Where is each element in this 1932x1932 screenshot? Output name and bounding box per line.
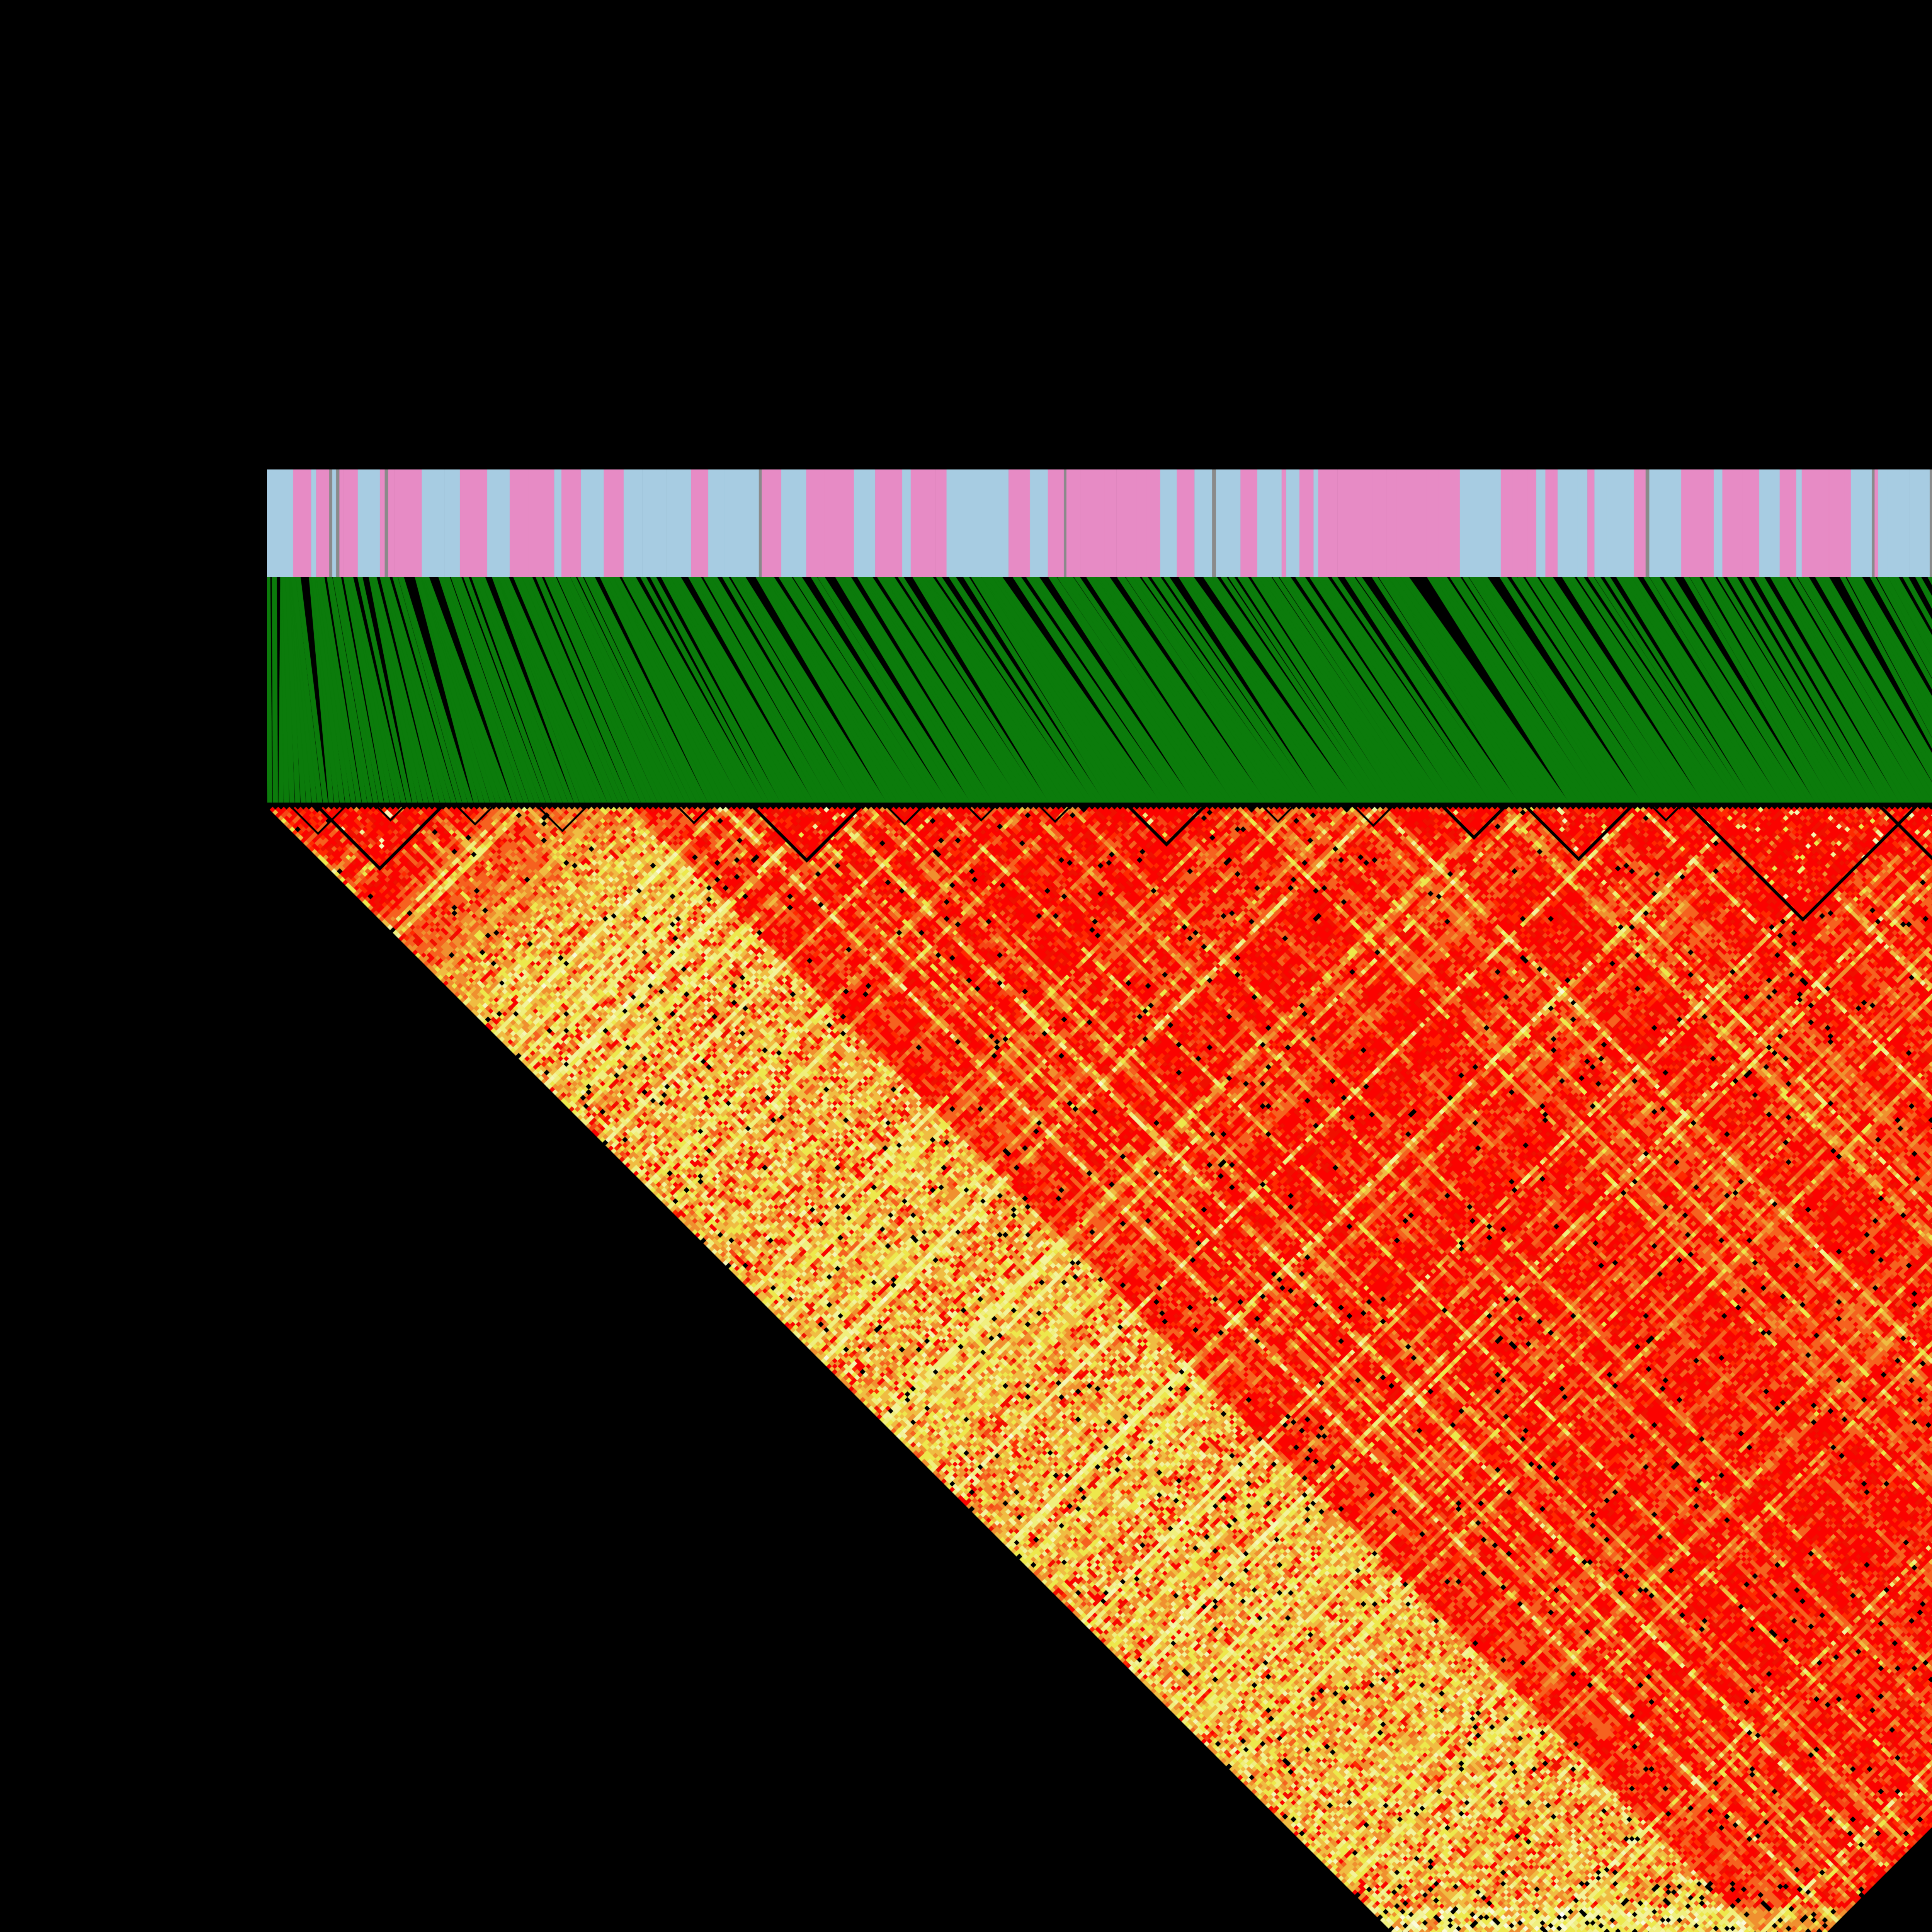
marker-category-bar: [267, 469, 1932, 577]
position-connector-band: [267, 577, 1932, 804]
ld-triangle-heatmap: [267, 803, 1932, 1932]
